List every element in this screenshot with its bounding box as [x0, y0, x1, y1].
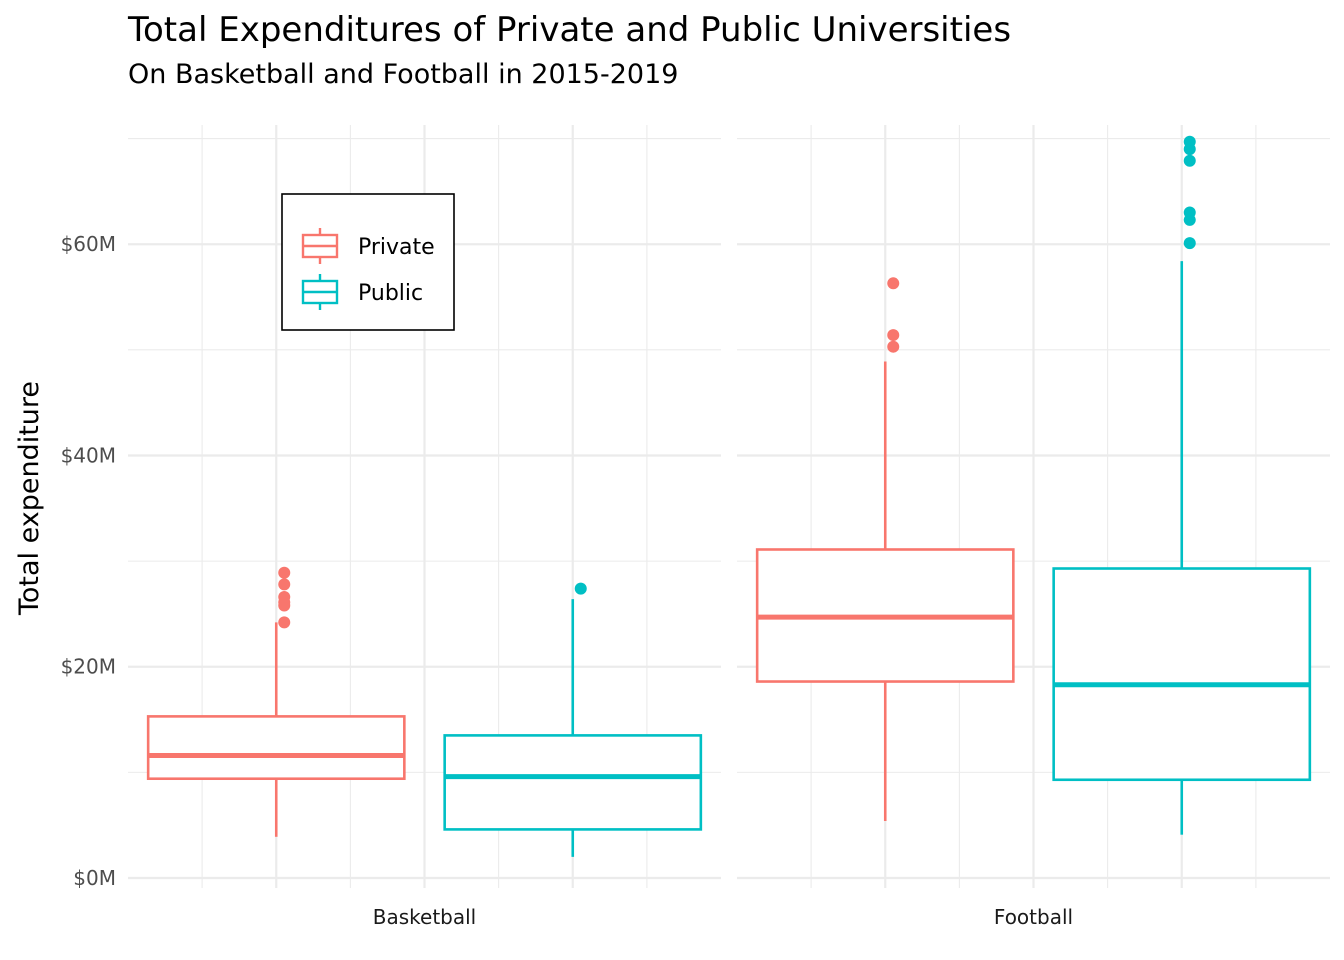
- outlier-point: [278, 578, 291, 591]
- outlier-point: [574, 582, 587, 595]
- outlier-point: [1183, 135, 1196, 148]
- outlier-point: [278, 591, 291, 604]
- y-tick-label: $40M: [61, 443, 116, 467]
- outlier-point: [1183, 237, 1196, 250]
- legend-box: [281, 193, 455, 331]
- legend: Private Public: [281, 193, 455, 331]
- legend-label-private: Private: [358, 235, 435, 260]
- x-tick-label-basketball: Basketball: [373, 905, 476, 929]
- outlier-point: [278, 616, 291, 629]
- chart-subtitle: On Basketball and Football in 2015-2019: [128, 59, 678, 90]
- legend-label-public: Public: [358, 281, 423, 306]
- x-tick-label-football: Football: [994, 905, 1073, 929]
- outlier-point: [1183, 206, 1196, 219]
- y-tick-label: $60M: [61, 232, 116, 256]
- legend-key-private: [301, 228, 339, 264]
- y-axis-ticks: $0M $20M $40M $60M: [61, 232, 116, 890]
- y-tick-label: $0M: [73, 866, 116, 890]
- y-tick-label: $20M: [61, 655, 116, 679]
- box-iqr: [443, 734, 703, 831]
- outlier-point: [887, 277, 900, 290]
- facet-panel-football: Football: [737, 125, 1330, 929]
- outlier-point: [887, 329, 900, 342]
- box-basketball-private: [146, 566, 406, 837]
- outlier-point: [887, 340, 900, 353]
- outlier-point: [278, 566, 291, 579]
- chart-title: Total Expenditures of Private and Public…: [127, 10, 1011, 50]
- box-iqr: [1052, 567, 1312, 782]
- box-football-private: [755, 277, 1015, 821]
- box-football-public: [1052, 135, 1312, 835]
- y-axis-label: Total expenditure: [14, 381, 45, 616]
- box-iqr: [146, 715, 406, 781]
- box-basketball-public: [443, 582, 703, 857]
- legend-key-public: [301, 274, 339, 310]
- outlier-point: [1183, 154, 1196, 167]
